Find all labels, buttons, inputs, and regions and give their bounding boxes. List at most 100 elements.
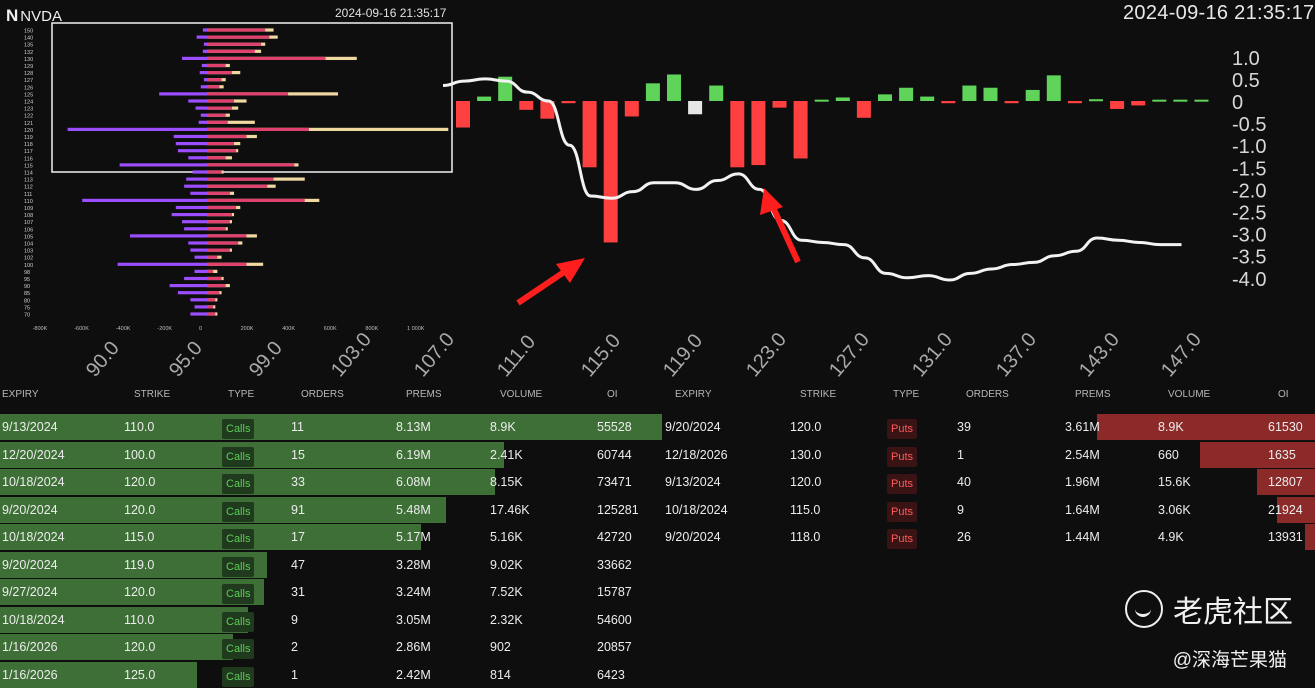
net-prem-bar <box>814 99 829 102</box>
inset-call-bar <box>207 220 230 224</box>
ticker-logo-icon: N <box>6 6 19 25</box>
left-cell-strike: 120.0 <box>124 475 156 489</box>
x-tick-label: 111.0 <box>493 331 540 381</box>
y-tick-label: -2.0 <box>1232 180 1266 202</box>
left-cell-strike: 120.0 <box>124 585 156 599</box>
left-cell-orders: 2 <box>291 640 298 654</box>
inset-put-bar <box>194 255 207 259</box>
inset-put-bar <box>190 191 207 195</box>
right-cell-expiry: 9/20/2024 <box>665 530 721 544</box>
right-cell-strike: 118.0 <box>790 530 821 544</box>
net-prem-bar <box>561 101 576 104</box>
left-cell-strike: 110.0 <box>124 420 155 434</box>
inset-x-tick-label: -200K <box>157 326 172 330</box>
inset-strike-label: 100 <box>24 263 33 269</box>
call-premium-bar <box>0 579 264 605</box>
left-cell-strike: 120.0 <box>124 502 156 517</box>
inset-strike-label: 135 <box>24 43 33 49</box>
inset-put-bar <box>203 42 207 46</box>
left-cell-expiry: 9/13/2024 <box>2 420 58 434</box>
inset-put-bar <box>192 170 207 174</box>
net-prem-bar <box>983 87 998 101</box>
right-cell-oi: 12807 <box>1268 475 1303 489</box>
left-cell-prems: 3.24M <box>396 585 431 599</box>
calls-badge: Calls <box>222 584 255 604</box>
left-cell-expiry: 1/16/2026 <box>2 667 58 682</box>
x-tick-label: 95.0 <box>165 337 207 381</box>
left-cell-strike: 120.0 <box>124 640 156 654</box>
inset-strike-label: 111 <box>24 192 32 198</box>
inset-call-bar <box>207 213 232 217</box>
inset-put-bar <box>194 269 207 273</box>
left-cell-oi: 73471 <box>597 475 632 489</box>
inset-put-bar <box>184 276 207 281</box>
x-tick-label: 147.0 <box>1157 329 1206 381</box>
inset-strike-label: 150 <box>24 29 33 35</box>
inset-strike-label: 95 <box>24 277 30 283</box>
inset-put-bar <box>171 213 207 217</box>
left-cell-expiry: 1/16/2026 <box>2 640 58 654</box>
net-prem-bar <box>540 101 555 119</box>
y-tick-label: -3.5 <box>1232 247 1266 269</box>
inset-strike-label: 75 <box>24 305 30 311</box>
net-prem-bar <box>624 101 639 117</box>
inset-strike-label: 103 <box>24 249 33 255</box>
right-cell-volume: 15.6K <box>1158 475 1191 489</box>
left-cell-orders: 17 <box>291 530 305 544</box>
right-cell-volume: 660 <box>1158 447 1179 462</box>
left-cell-strike: 110.0 <box>124 612 155 627</box>
inset-strike-label: 128 <box>24 71 33 77</box>
inset-strike-label: 118 <box>24 142 33 148</box>
right-header-strike: STRIKE <box>800 389 837 400</box>
inset-call-bar <box>207 305 214 309</box>
inset-put-bar <box>200 113 207 117</box>
net-prem-bar <box>1194 99 1209 102</box>
put-premium-bar <box>1097 414 1315 440</box>
inset-put-bar <box>188 99 207 103</box>
inset-strike-label: 122 <box>24 114 33 120</box>
net-prem-bar <box>582 101 597 168</box>
x-tick-label: 143.0 <box>1075 329 1124 381</box>
left-cell-strike: 125.0 <box>124 667 156 682</box>
put-premium-bar <box>1277 496 1315 523</box>
inset-strike-label: 140 <box>24 36 33 42</box>
left-cell-prems: 3.28M <box>396 557 431 572</box>
puts-badge: Puts <box>887 419 918 439</box>
inset-put-bar <box>196 35 207 39</box>
inset-put-bar <box>173 134 207 139</box>
inset-call-bar <box>207 312 216 316</box>
x-tick-label: 115.0 <box>577 330 625 381</box>
left-header-expiry: EXPIRY <box>2 389 39 400</box>
left-cell-expiry: 10/18/2024 <box>2 530 65 544</box>
inset-x-tick-label: -400K <box>116 326 131 330</box>
inset-strike-label: 121 <box>24 121 33 127</box>
y-tick-label: -2.5 <box>1232 203 1266 225</box>
inset-call-bar <box>207 227 226 231</box>
put-premium-bar <box>1200 441 1315 468</box>
y-tick-label: -0.5 <box>1232 114 1266 136</box>
inset-call-bar <box>207 49 255 53</box>
inset-call-bar <box>207 198 305 202</box>
inset-call-bar <box>207 177 274 181</box>
inset-call-bar <box>207 92 289 96</box>
x-tick-label: 103.0 <box>327 329 376 381</box>
left-cell-expiry: 10/18/2024 <box>2 475 65 489</box>
right-cell-volume: 8.9K <box>1158 420 1184 434</box>
inset-put-bar <box>119 163 207 167</box>
inset-strike-label: 120 <box>24 128 33 134</box>
inset-call-bar <box>207 56 326 60</box>
left-cell-prems: 6.08M <box>396 475 431 489</box>
right-cell-volume: 3.06K <box>1158 502 1191 517</box>
left-cell-volume: 17.46K <box>490 502 530 517</box>
right-header-type: TYPE <box>893 389 920 400</box>
inset-call-bar <box>207 106 232 110</box>
inset-call-bar <box>207 170 222 174</box>
inset-call-bar <box>207 120 228 124</box>
calls-badge: Calls <box>222 639 255 659</box>
net-prem-bar <box>730 101 745 168</box>
right-header-volume: VOLUME <box>1168 389 1211 400</box>
right-cell-prems: 1.64M <box>1065 502 1100 517</box>
net-prem-bar <box>1025 89 1040 101</box>
inset-put-bar <box>169 284 207 288</box>
net-prem-bar <box>878 94 892 101</box>
